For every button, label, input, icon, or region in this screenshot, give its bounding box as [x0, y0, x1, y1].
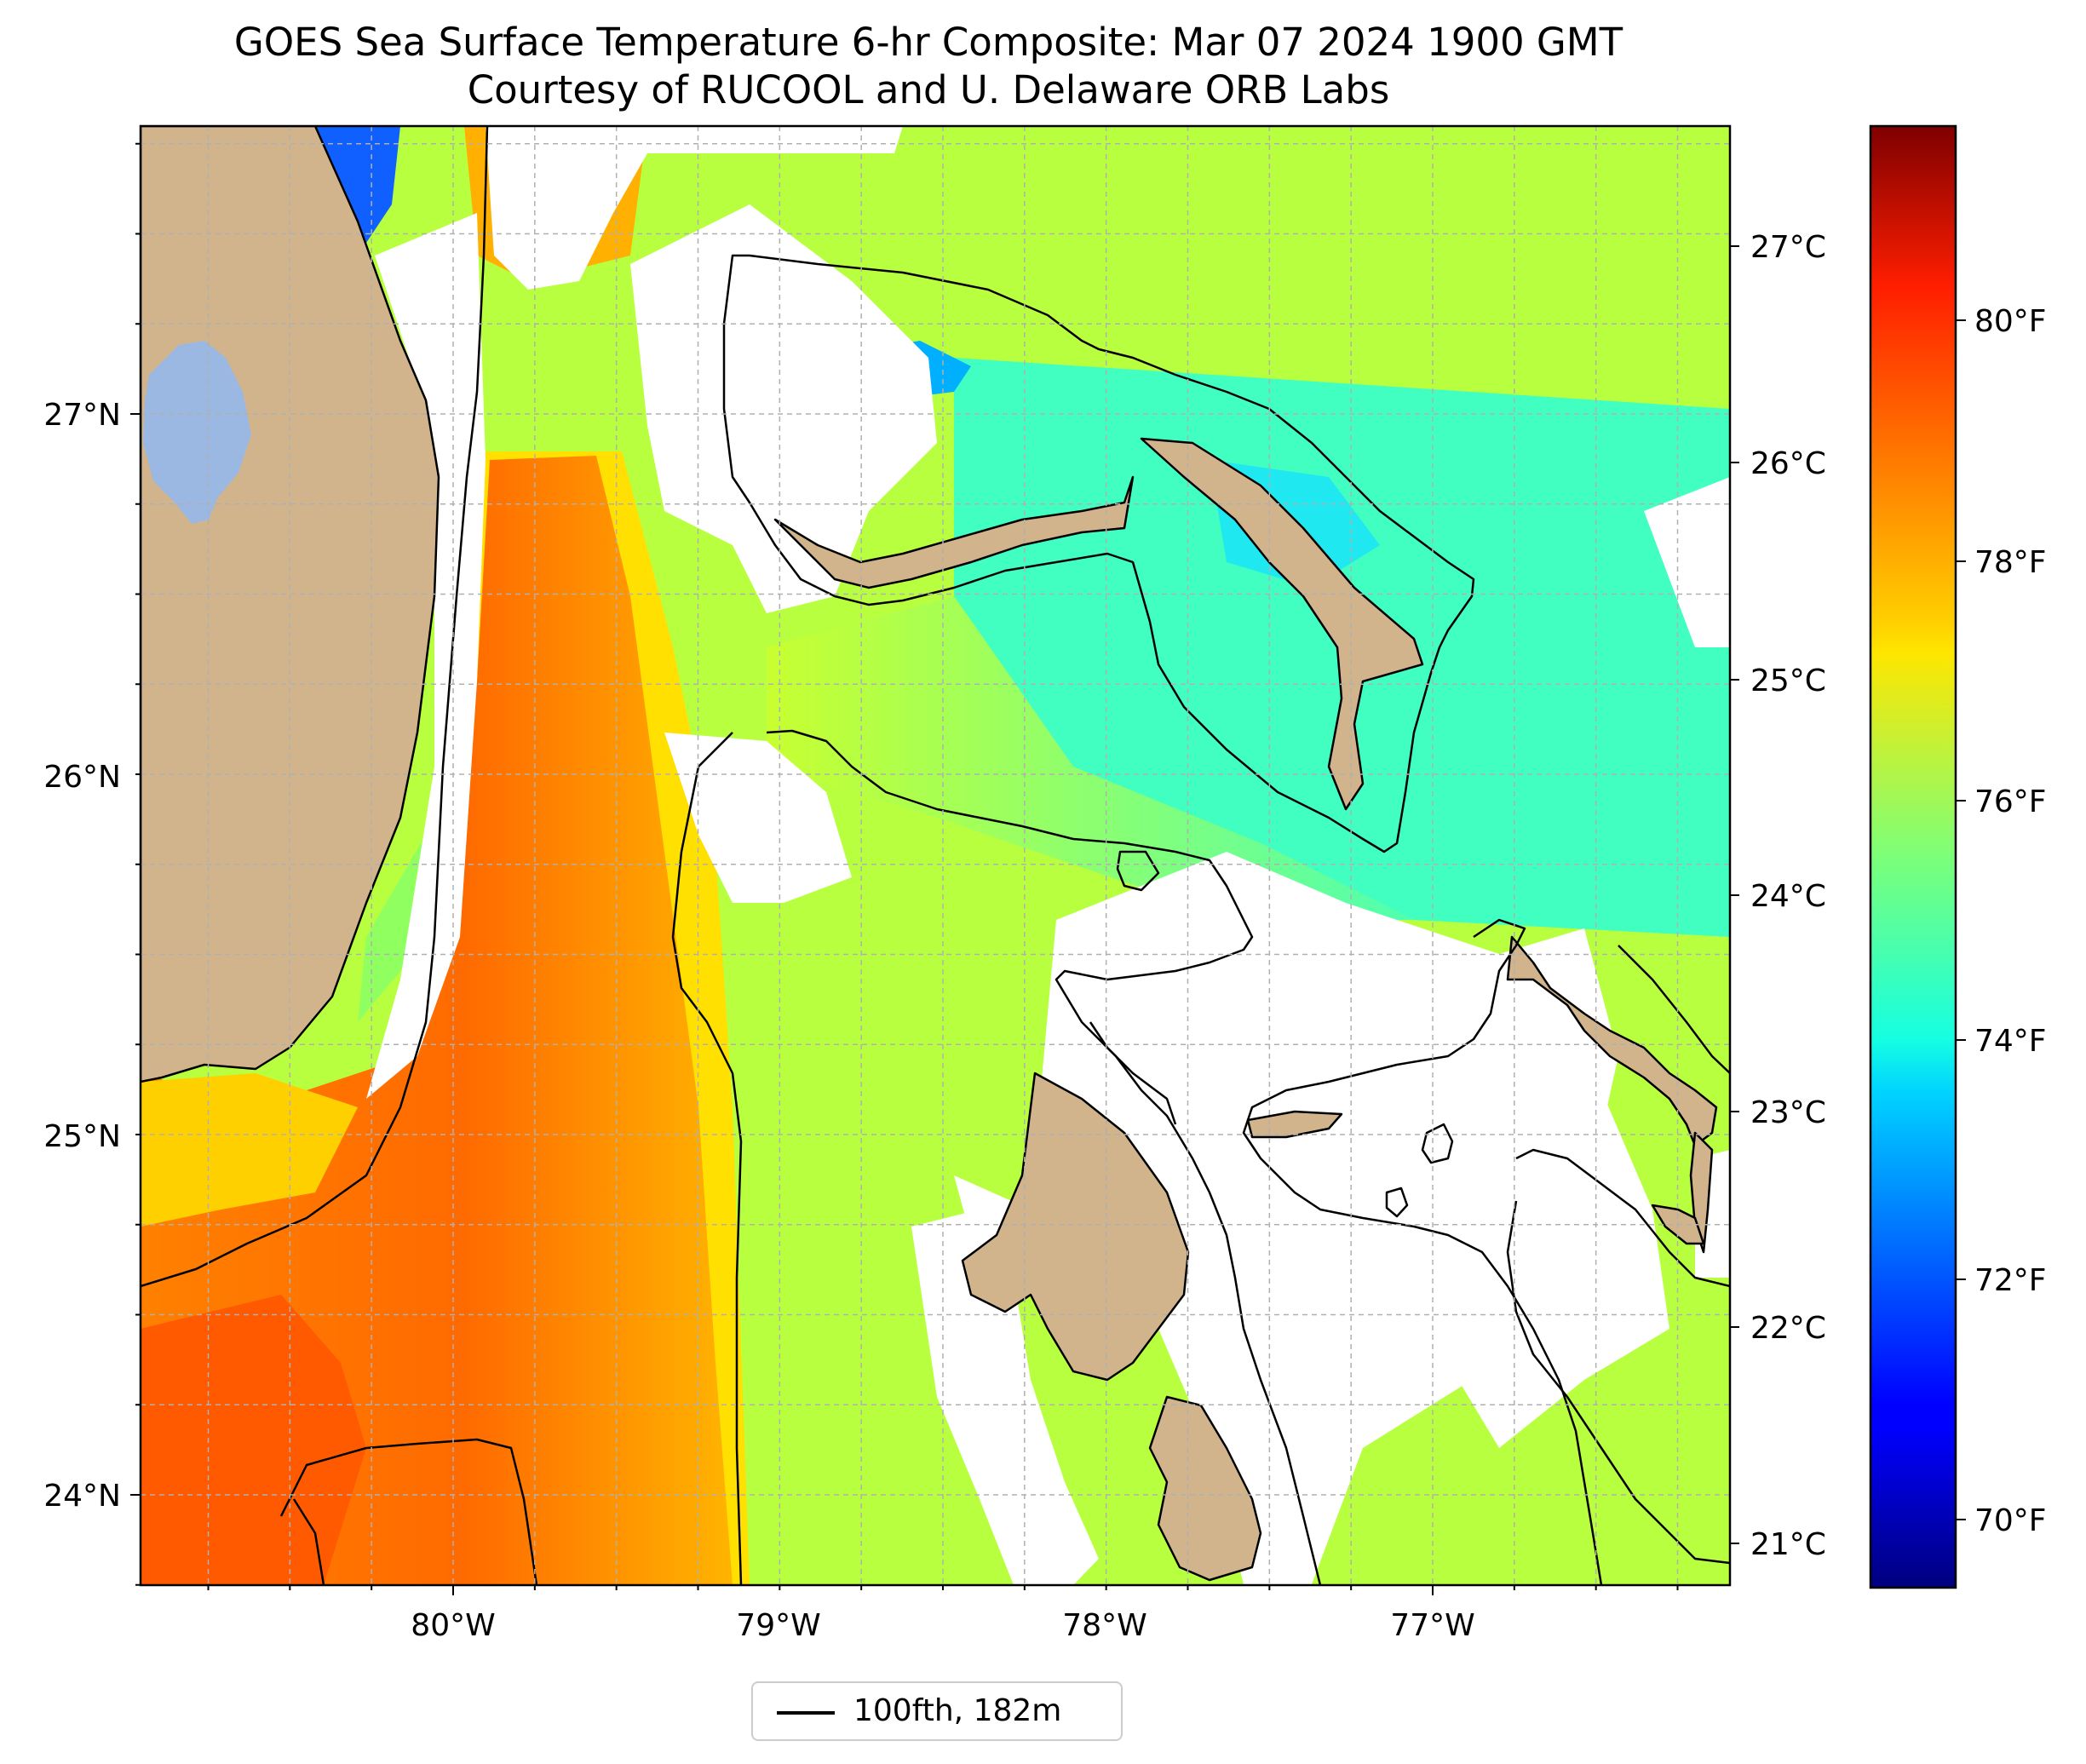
land-eleuthera [1506, 935, 1718, 1147]
colorbar: 80°F 78°F 76°F 74°F 72°F 70°F [1869, 124, 2047, 1589]
lon-label-80w: 80°W [411, 1608, 495, 1643]
cloud-mask-ne-edge [1644, 477, 1730, 647]
celsius-axis: 27°C 26°C 25°C 24°C 23°C 22°C 21°C [1730, 230, 1826, 1562]
fahrenheit-tick-70: 70°F [1974, 1503, 2047, 1538]
sst-east-blend [767, 596, 1414, 920]
cloud-mask-south [911, 1210, 1099, 1585]
lon-label-77w: 77°W [1390, 1608, 1474, 1643]
celsius-tick-25: 25°C [1750, 664, 1826, 698]
lat-label-25n: 25°N [43, 1119, 121, 1154]
fahrenheit-tick-74: 74°F [1974, 1024, 2047, 1059]
lat-label-26n: 26°N [43, 760, 121, 795]
axis-ticks [130, 142, 1679, 1595]
cloud-mask-east [1448, 1090, 1669, 1448]
cloud-mask-tongue-ocean [1039, 852, 1618, 1584]
cloud-mask-nw-providence [664, 733, 852, 903]
celsius-tick-21: 21°C [1750, 1527, 1826, 1562]
lon-label-78w: 78°W [1062, 1608, 1146, 1643]
land-grand-bahama [773, 475, 1135, 589]
contour-keys-south [279, 1438, 538, 1585]
fahrenheit-tick-76: 76°F [1974, 784, 2047, 819]
contours-100fth [141, 126, 1730, 1585]
celsius-tick-22: 22°C [1750, 1311, 1826, 1346]
map-frame [139, 124, 1732, 1587]
celsius-tick-24: 24°C [1750, 879, 1826, 914]
contour-little-bahama [722, 254, 1475, 853]
contour-cay-3 [1116, 850, 1160, 892]
fahrenheit-tick-78: 78°F [1974, 545, 2047, 580]
cloud-mask-strait [366, 213, 486, 1099]
sst-gulf-stream [141, 456, 733, 1585]
map-subtitle: Courtesy of RUCOOL and U. Delaware ORB L… [467, 67, 1390, 112]
lon-label-79w: 79°W [736, 1608, 820, 1643]
contour-great-bahama [766, 729, 1322, 1585]
cloud-mask-north [486, 126, 903, 290]
map-title: GOES Sea Surface Temperature 6-hr Compos… [233, 20, 1623, 65]
contour-cay-1 [1421, 1123, 1454, 1164]
lat-label-24n: 24°N [43, 1479, 121, 1514]
legend: 100fth, 182m [751, 1681, 1123, 1741]
contour-florida-shelf [141, 126, 489, 1288]
contour-south-exuma [1506, 1200, 1730, 1565]
contour-great-bahama-east [1242, 918, 1603, 1585]
contour-andros-west [1089, 1021, 1177, 1125]
contour-exuma-east [1618, 945, 1730, 1074]
land-andros-south [1148, 1395, 1262, 1582]
lat-label-27n: 27°N [43, 398, 121, 433]
contour-stream-east [671, 732, 743, 1585]
celsius-tick-26: 26°C [1750, 446, 1826, 481]
contour-cay-2 [1385, 1187, 1409, 1218]
colorbar-gradient [1869, 124, 1957, 1589]
legend-label: 100fth, 182m [853, 1693, 1062, 1728]
celsius-tick-27: 27°C [1750, 230, 1826, 265]
lake-okeechobee [143, 341, 251, 524]
land-new-providence [1246, 1110, 1343, 1139]
sst-keys-yellow [141, 1073, 358, 1227]
sst-keys-hot [141, 1295, 366, 1585]
cloud-mask-bank [630, 204, 937, 613]
land-andros [961, 1072, 1190, 1382]
legend-line-swatch [777, 1711, 835, 1715]
celsius-tick-23: 23°C [1750, 1095, 1826, 1130]
contour-keys-south-2 [292, 1498, 325, 1585]
contour-exuma-sound [1515, 1148, 1730, 1288]
fahrenheit-tick-80: 80°F [1974, 304, 2047, 339]
fahrenheit-tick-72: 72°F [1974, 1263, 2047, 1298]
no-data-masks [366, 126, 1730, 1585]
